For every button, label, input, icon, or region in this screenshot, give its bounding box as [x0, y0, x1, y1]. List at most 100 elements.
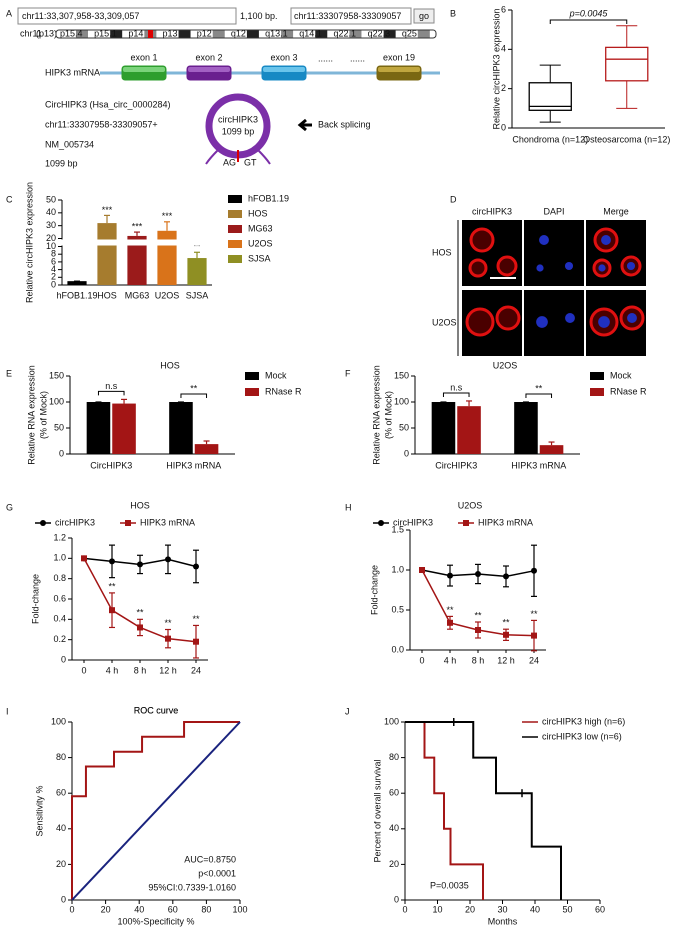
- legend-label: circHIPK3 high (n=6): [542, 716, 625, 726]
- search-box: [290, 7, 412, 25]
- legend-marker: [125, 520, 131, 526]
- x-axis-label: Months: [488, 916, 518, 926]
- exon-label: exon 19: [383, 52, 415, 62]
- x-tick-label: 4 h: [106, 665, 119, 675]
- point: [475, 571, 481, 577]
- chart-title: U2OS: [458, 500, 483, 510]
- micrograph: [586, 220, 646, 286]
- x-tick-label: 0: [402, 904, 407, 914]
- y-tick-label: 0: [501, 122, 506, 132]
- arc-arrow-left: [205, 149, 219, 165]
- bar: [169, 402, 193, 454]
- significance: **: [530, 609, 538, 619]
- channel-label: DAPI: [543, 206, 564, 216]
- legend-swatch: [228, 195, 242, 203]
- y-axis-label: Fold-change: [369, 565, 379, 615]
- bar: [127, 235, 147, 285]
- y-tick-label: 80: [389, 752, 399, 762]
- cell-red: [496, 255, 518, 277]
- legend-label: Mock: [265, 370, 287, 380]
- y-tick-label: 1.0: [391, 564, 404, 574]
- y-tick-label: 60: [389, 788, 399, 798]
- band-label: p12: [197, 28, 212, 38]
- circ-info: chr11:33307958-33309057+: [45, 119, 158, 129]
- y-tick-label: 0: [404, 448, 409, 458]
- panel-label: C: [6, 194, 13, 204]
- point: [503, 631, 509, 638]
- panel-label: H: [345, 502, 352, 512]
- chart-title: U2OS: [493, 360, 518, 370]
- y-tick-label: 0: [61, 654, 66, 664]
- significance-bracket: [97, 390, 125, 396]
- legend-marker: [378, 520, 384, 526]
- y-tick-label: 0: [51, 279, 56, 289]
- y-tick-label: 40: [46, 207, 56, 217]
- legend-marker: [40, 520, 46, 526]
- point: [447, 619, 453, 626]
- micrograph: [462, 220, 522, 286]
- circ-info: NM_005734: [45, 139, 94, 149]
- x-tick-label: 30: [497, 904, 507, 914]
- y-axis-label: Relative circHIPK3 expression: [491, 8, 501, 129]
- y-tick-label: 80: [56, 752, 66, 762]
- x-axis-label: 100%-Specificity %: [117, 916, 194, 926]
- exon-label: exon 1: [130, 52, 157, 62]
- nucleus: [539, 235, 549, 245]
- nucleus: [601, 235, 611, 245]
- y-tick-label: 20: [56, 859, 66, 869]
- band-label: p13: [163, 28, 178, 38]
- y-tick-label: 0: [394, 894, 399, 904]
- locus-box: [17, 7, 237, 25]
- ideogram-band: [417, 30, 430, 38]
- cell-line-label: HOS: [432, 247, 452, 257]
- legend-swatch: [245, 372, 259, 380]
- significance: **: [474, 610, 482, 620]
- legend-label: hFOB1.19: [248, 193, 289, 203]
- cell-red: [465, 307, 495, 337]
- nucleus: [565, 313, 575, 323]
- y-tick-label: 0.2: [53, 634, 66, 644]
- significance: ***: [132, 221, 143, 231]
- cell-red: [495, 305, 521, 331]
- axis-break: [60, 239, 64, 246]
- exon-highlight: [263, 67, 305, 72]
- ideogram-band: [76, 30, 88, 38]
- significance: **: [192, 614, 200, 624]
- series-line: [405, 721, 562, 900]
- circle-name: circHIPK3: [218, 114, 258, 124]
- cell-red: [469, 227, 495, 253]
- search-text: chr11:33307958-33309057: [294, 11, 401, 21]
- circ-info: CircHIPK3 (Hsa_circ_0000284): [45, 99, 171, 109]
- axis-break: [56, 239, 212, 246]
- nucleus: [536, 264, 544, 272]
- significance: **: [136, 608, 144, 618]
- point: [531, 567, 537, 574]
- x-tick-label: 0: [69, 904, 74, 914]
- y-axis-label: Relative circHIPK3 expression: [24, 182, 34, 303]
- legend-label: circHIPK3 low (n=6): [542, 731, 622, 741]
- significance-bracket: [525, 393, 553, 398]
- y-tick-label: 6: [51, 256, 56, 266]
- go-button[interactable]: [413, 8, 435, 24]
- panel-label: G: [6, 502, 13, 512]
- y-tick-label: 1.5: [391, 524, 404, 534]
- exon-label: exon 2: [195, 52, 222, 62]
- x-tick-label: MG63: [125, 290, 150, 300]
- micrograph: [524, 220, 584, 286]
- cell-line-label: U2OS: [432, 317, 457, 327]
- y-tick-label: 20: [389, 859, 399, 869]
- band-label: q25: [402, 28, 417, 38]
- legend-label: RNase R: [265, 386, 302, 396]
- y-tick-label: 10: [46, 241, 56, 251]
- y-tick-label: 100: [394, 396, 409, 406]
- band-label: p14: [128, 28, 143, 38]
- legend-swatch: [228, 210, 242, 218]
- y-tick-label: 0.5: [391, 604, 404, 614]
- point: [447, 572, 453, 579]
- bar: [97, 223, 117, 285]
- y-tick-label: 4: [501, 44, 506, 54]
- x-tick-label: 8 h: [134, 665, 147, 675]
- donor: GT: [244, 157, 257, 167]
- band-label: q12: [231, 28, 246, 38]
